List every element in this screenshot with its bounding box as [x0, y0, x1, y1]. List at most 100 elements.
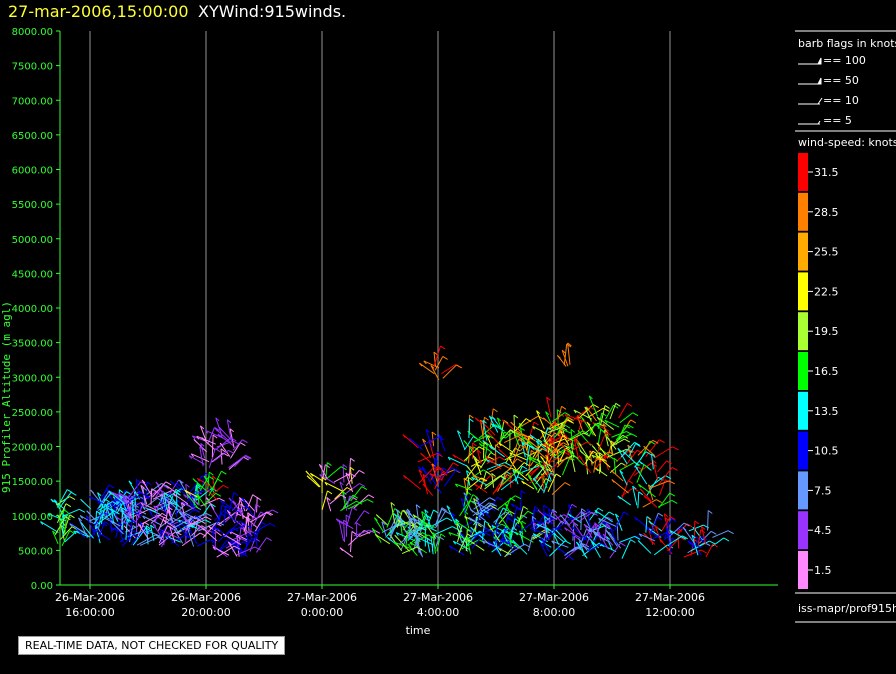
wind-barb	[141, 479, 153, 497]
wind-barb	[197, 521, 225, 532]
wind-barb	[564, 527, 581, 539]
wind-barb	[549, 436, 559, 456]
wind-barb	[517, 505, 529, 525]
x-tick-time: 12:00:00	[645, 606, 694, 619]
wind-barb	[415, 504, 421, 524]
wind-barb	[510, 503, 524, 512]
wind-barb	[150, 488, 157, 505]
wind-barb	[597, 431, 612, 452]
wind-barb	[524, 436, 539, 449]
wind-barb	[169, 526, 176, 543]
wind-barb	[540, 429, 548, 446]
y-tick-label: 2000.00	[12, 443, 53, 454]
y-tick-label: 1000.00	[12, 512, 53, 523]
title-date: 27-mar-2006,15:00:00	[8, 2, 189, 21]
wind-barb	[127, 520, 137, 541]
wind-barb	[636, 464, 649, 483]
wind-barb	[639, 488, 652, 502]
wind-barb	[621, 539, 636, 559]
source-label: iss-mapr/prof915h	[798, 602, 896, 615]
wind-barb	[486, 462, 511, 471]
wind-barb	[136, 534, 162, 546]
wind-barb	[486, 456, 506, 465]
wind-barb	[137, 523, 150, 540]
wind-barb	[596, 530, 609, 550]
wind-barb	[691, 534, 699, 556]
wind-barb	[586, 508, 592, 531]
wind-barb	[227, 541, 238, 557]
barb-legend-item: == 50	[798, 74, 859, 87]
wind-barb	[580, 508, 586, 531]
x-tick-date: 27-Mar-2006	[519, 591, 589, 604]
wind-barb	[638, 533, 656, 542]
wind-barb	[643, 445, 656, 457]
speed-scale-label: 1.5	[814, 564, 832, 577]
wind-barb	[605, 529, 618, 547]
x-tick-date: 27-Mar-2006	[287, 591, 357, 604]
wind-barb	[480, 471, 492, 490]
wind-barb	[208, 448, 221, 468]
speed-scale-label: 31.5	[814, 166, 839, 179]
wind-barb	[132, 527, 152, 546]
wind-barb	[111, 508, 116, 524]
speed-scale-label: 22.5	[814, 285, 839, 298]
wind-barb	[97, 484, 115, 505]
wind-barb	[546, 442, 570, 457]
wind-barb	[535, 449, 548, 460]
wind-barb	[203, 475, 215, 494]
wind-barb	[615, 424, 634, 441]
wind-barb	[573, 535, 579, 552]
wind-barb	[253, 503, 261, 519]
wind-barb	[657, 499, 678, 508]
speed-scale-item: 31.5	[798, 153, 839, 191]
wind-barb	[614, 511, 629, 531]
speed-color-swatch	[798, 551, 808, 589]
wind-barb	[501, 539, 518, 549]
wind-barb	[667, 536, 686, 552]
wind-barb	[374, 534, 391, 545]
wind-barb	[707, 510, 713, 531]
wind-barb	[459, 500, 476, 517]
speed-scale-label: 25.5	[814, 246, 839, 259]
wind-barb	[549, 419, 574, 430]
wind-barb	[349, 530, 357, 553]
wind-barb	[206, 488, 218, 501]
y-tick-label: 3000.00	[12, 373, 53, 384]
wind-barb	[525, 445, 535, 466]
wind-barb	[145, 481, 152, 498]
wind-barb	[120, 508, 130, 523]
wind-barb	[564, 546, 582, 556]
wind-barb	[122, 497, 132, 514]
wind-barb	[52, 530, 59, 545]
y-tick-label: 2500.00	[12, 408, 53, 419]
wind-barb	[172, 493, 189, 505]
wind-barb	[419, 362, 435, 375]
wind-barb	[538, 539, 552, 548]
wind-barb	[588, 395, 598, 417]
wind-barb	[540, 542, 548, 557]
wind-barb	[421, 511, 427, 531]
wind-barb	[571, 441, 593, 451]
wind-barb	[253, 531, 258, 547]
y-tick-label: 7500.00	[12, 62, 53, 73]
wind-barb	[501, 470, 524, 485]
wind-barb	[415, 538, 424, 558]
wind-barb	[594, 510, 613, 523]
wind-barb	[495, 522, 502, 545]
wind-barb	[402, 434, 419, 449]
wind-barb	[578, 455, 592, 474]
wind-barb	[318, 464, 328, 480]
wind-barb	[216, 545, 241, 558]
wind-barb	[348, 457, 355, 479]
wind-barb	[354, 510, 370, 525]
wind-barb	[494, 507, 509, 525]
wind-barb	[420, 452, 432, 464]
wind-barb	[211, 434, 218, 458]
wind-barb	[520, 490, 526, 510]
wind-barb	[56, 503, 72, 523]
x-tick-date: 27-Mar-2006	[403, 591, 473, 604]
wind-barb	[473, 497, 496, 510]
wind-barb	[548, 508, 553, 525]
wind-barb	[546, 396, 552, 418]
wind-barb	[545, 444, 551, 461]
